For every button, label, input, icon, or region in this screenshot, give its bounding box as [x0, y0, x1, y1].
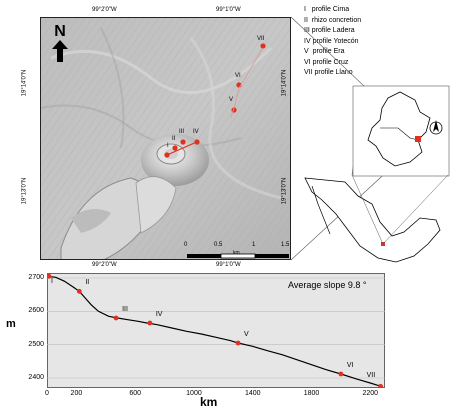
study-area-marker — [415, 136, 421, 142]
dem-relief — [41, 18, 290, 259]
profile-site-label: IV — [155, 311, 163, 318]
site-marker-vii — [260, 43, 266, 49]
profile-site-label: III — [122, 306, 128, 313]
y-tick-label: 2700 — [28, 274, 44, 281]
profile-site-point — [338, 371, 344, 377]
map-site-label-v: V — [229, 97, 234, 103]
site-marker-iv — [194, 139, 200, 145]
north-arrow-icon — [52, 40, 68, 62]
bottom-coord-1: 99°2'0"W — [92, 262, 117, 268]
map-site-label-iii: III — [179, 129, 185, 135]
scale-label-15: 1.5 — [281, 242, 290, 248]
site-marker-iii — [180, 139, 186, 145]
bottom-coord-2: 99°1'0"W — [216, 262, 241, 268]
x-tick-label: 1400 — [244, 390, 261, 397]
map-site-label-vi: VI — [235, 73, 241, 79]
x-tick-label: 2200 — [362, 390, 379, 397]
map-site-label-ii: II — [172, 136, 176, 142]
scale-label-05: 0.5 — [214, 242, 223, 248]
profile-grid — [47, 277, 385, 379]
scale-bar — [187, 253, 289, 259]
profile-site-label: VI — [346, 362, 354, 369]
y-tick-label: 2400 — [28, 374, 44, 381]
legend-item: III profile Ladera — [304, 27, 355, 34]
dem-map — [40, 17, 291, 260]
x-tick-label: 200 — [70, 390, 83, 397]
site-legend: I profile Cima II rhizo concretion III p… — [304, 5, 452, 79]
x-tick-label: 1000 — [186, 390, 202, 397]
profile-panel — [47, 273, 385, 388]
legend-item: VII profile Llano — [304, 69, 353, 76]
site-markers — [164, 43, 266, 158]
x-tick-label: 0 — [45, 390, 49, 397]
profile-site-points — [47, 273, 383, 388]
profile-site-label: II — [85, 279, 90, 287]
scale-label-1: 1 — [252, 242, 256, 248]
legend-item: I profile Cima — [304, 6, 350, 13]
y-tick-label: 2500 — [28, 340, 44, 348]
legend-item: VI profile Cruz — [304, 58, 349, 66]
map-site-label-iv: IV — [193, 129, 199, 135]
mexico-outline — [304, 177, 441, 263]
profile-site-point — [235, 340, 241, 346]
x-tick-label: 1800 — [303, 390, 320, 397]
top-coord-1: 99°2'0"W — [92, 7, 117, 13]
slope-annotation: Average slope 9.8 ° — [288, 280, 367, 290]
site-marker-ii — [172, 145, 178, 151]
profile-line — [47, 275, 381, 387]
north-label: N — [54, 23, 66, 40]
profile-site-label: VII — [366, 372, 376, 380]
legend-item: V profile Era — [304, 48, 345, 55]
profile-site-point — [147, 320, 153, 326]
y-axis-label: m — [6, 318, 16, 330]
scale-label-0: 0 — [184, 242, 188, 248]
north-arrow: N — [51, 24, 69, 67]
map-site-label-i: I — [167, 143, 169, 149]
site-marker-i — [164, 152, 170, 158]
legend-item: II rhizo concretion — [304, 16, 362, 24]
scale-unit: km — [233, 250, 240, 256]
x-tick-label: 600 — [129, 390, 142, 397]
x-axis-label: km — [200, 395, 218, 409]
profile-site-label: V — [244, 331, 249, 338]
profile-site-point — [378, 383, 383, 388]
top-coord-2: 99°1'0"W — [216, 7, 241, 13]
map-site-label-vii: VII — [257, 36, 265, 42]
profile-site-point — [47, 273, 52, 279]
profile-site-point — [113, 315, 119, 321]
legend-item: IV profile Yotecón — [304, 37, 359, 45]
y-tick-label: 2600 — [28, 307, 44, 315]
elevation-profile-chart — [47, 273, 385, 388]
profile-site-point — [76, 288, 82, 294]
profile-site-label: I — [51, 278, 53, 286]
